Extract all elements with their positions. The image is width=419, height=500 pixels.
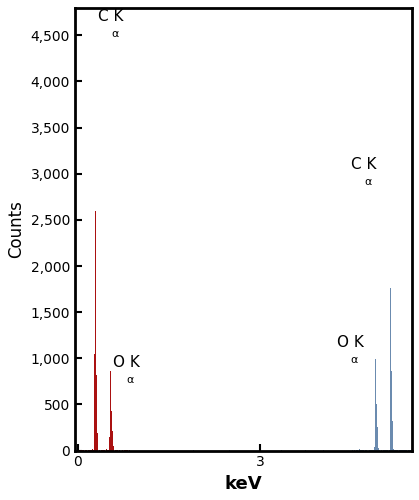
Text: α: α (351, 355, 358, 365)
Text: O K: O K (337, 335, 364, 350)
Text: C K: C K (351, 157, 377, 172)
X-axis label: keV: keV (225, 475, 262, 493)
Text: α: α (365, 176, 372, 186)
Y-axis label: Counts: Counts (7, 200, 25, 258)
Text: O K: O K (113, 356, 140, 370)
Text: C K: C K (98, 9, 124, 24)
Text: α: α (127, 375, 134, 385)
Text: α: α (111, 29, 119, 39)
